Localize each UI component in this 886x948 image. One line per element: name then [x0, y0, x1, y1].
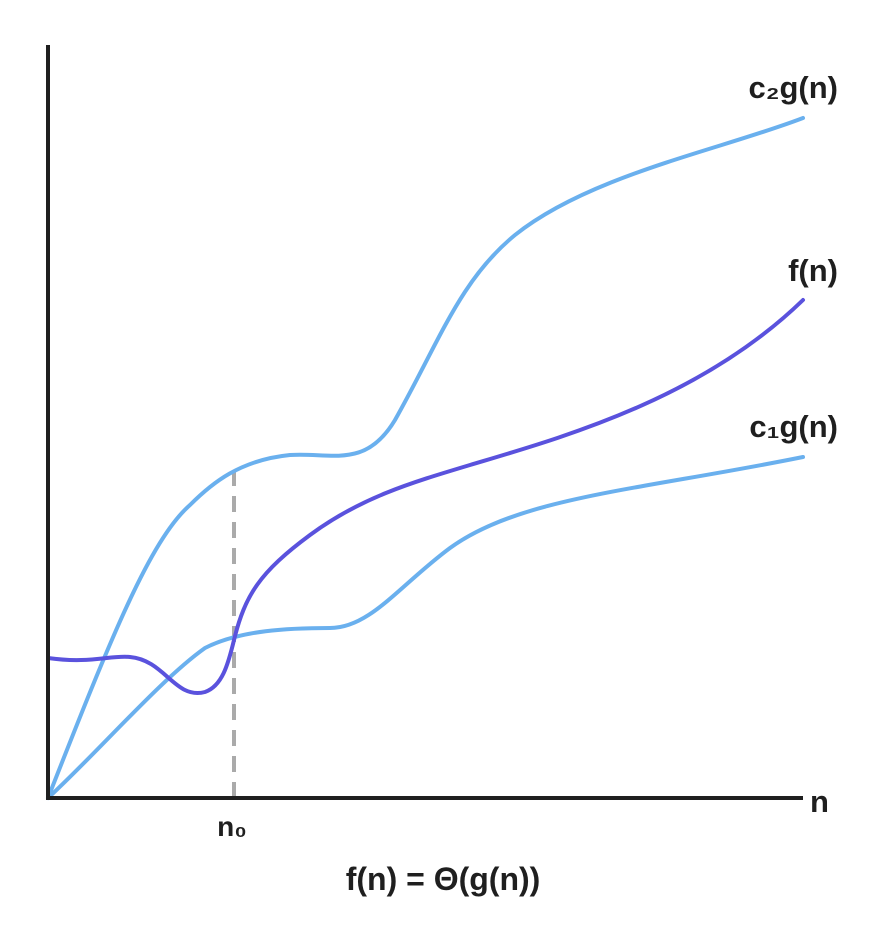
axes	[46, 45, 803, 800]
lower-bound-label-rest: g(n)	[779, 409, 838, 444]
upper-bound-label-subscript: ₂	[766, 70, 780, 105]
threshold-label-subscript: ₀	[234, 811, 247, 842]
lower-bound-label: c₁g(n)	[749, 409, 838, 444]
threshold-label: n₀	[217, 811, 247, 842]
x-axis-label: n	[810, 784, 829, 819]
caption: f(n) = Θ(g(n))	[346, 861, 541, 897]
f-curve-label: f(n)	[788, 253, 838, 288]
lower-bound-label-base: c	[749, 409, 766, 444]
f-curve	[46, 298, 805, 696]
upper-bound-label: c₂g(n)	[748, 70, 838, 105]
upper-bound-curve	[46, 116, 805, 800]
upper-bound-label-rest: g(n)	[779, 70, 838, 105]
upper-bound-label-base: c	[748, 70, 765, 105]
threshold-label-base: n	[217, 811, 234, 842]
lower-bound-label-subscript: ₁	[767, 409, 780, 444]
lower-bound-curve	[46, 455, 805, 800]
